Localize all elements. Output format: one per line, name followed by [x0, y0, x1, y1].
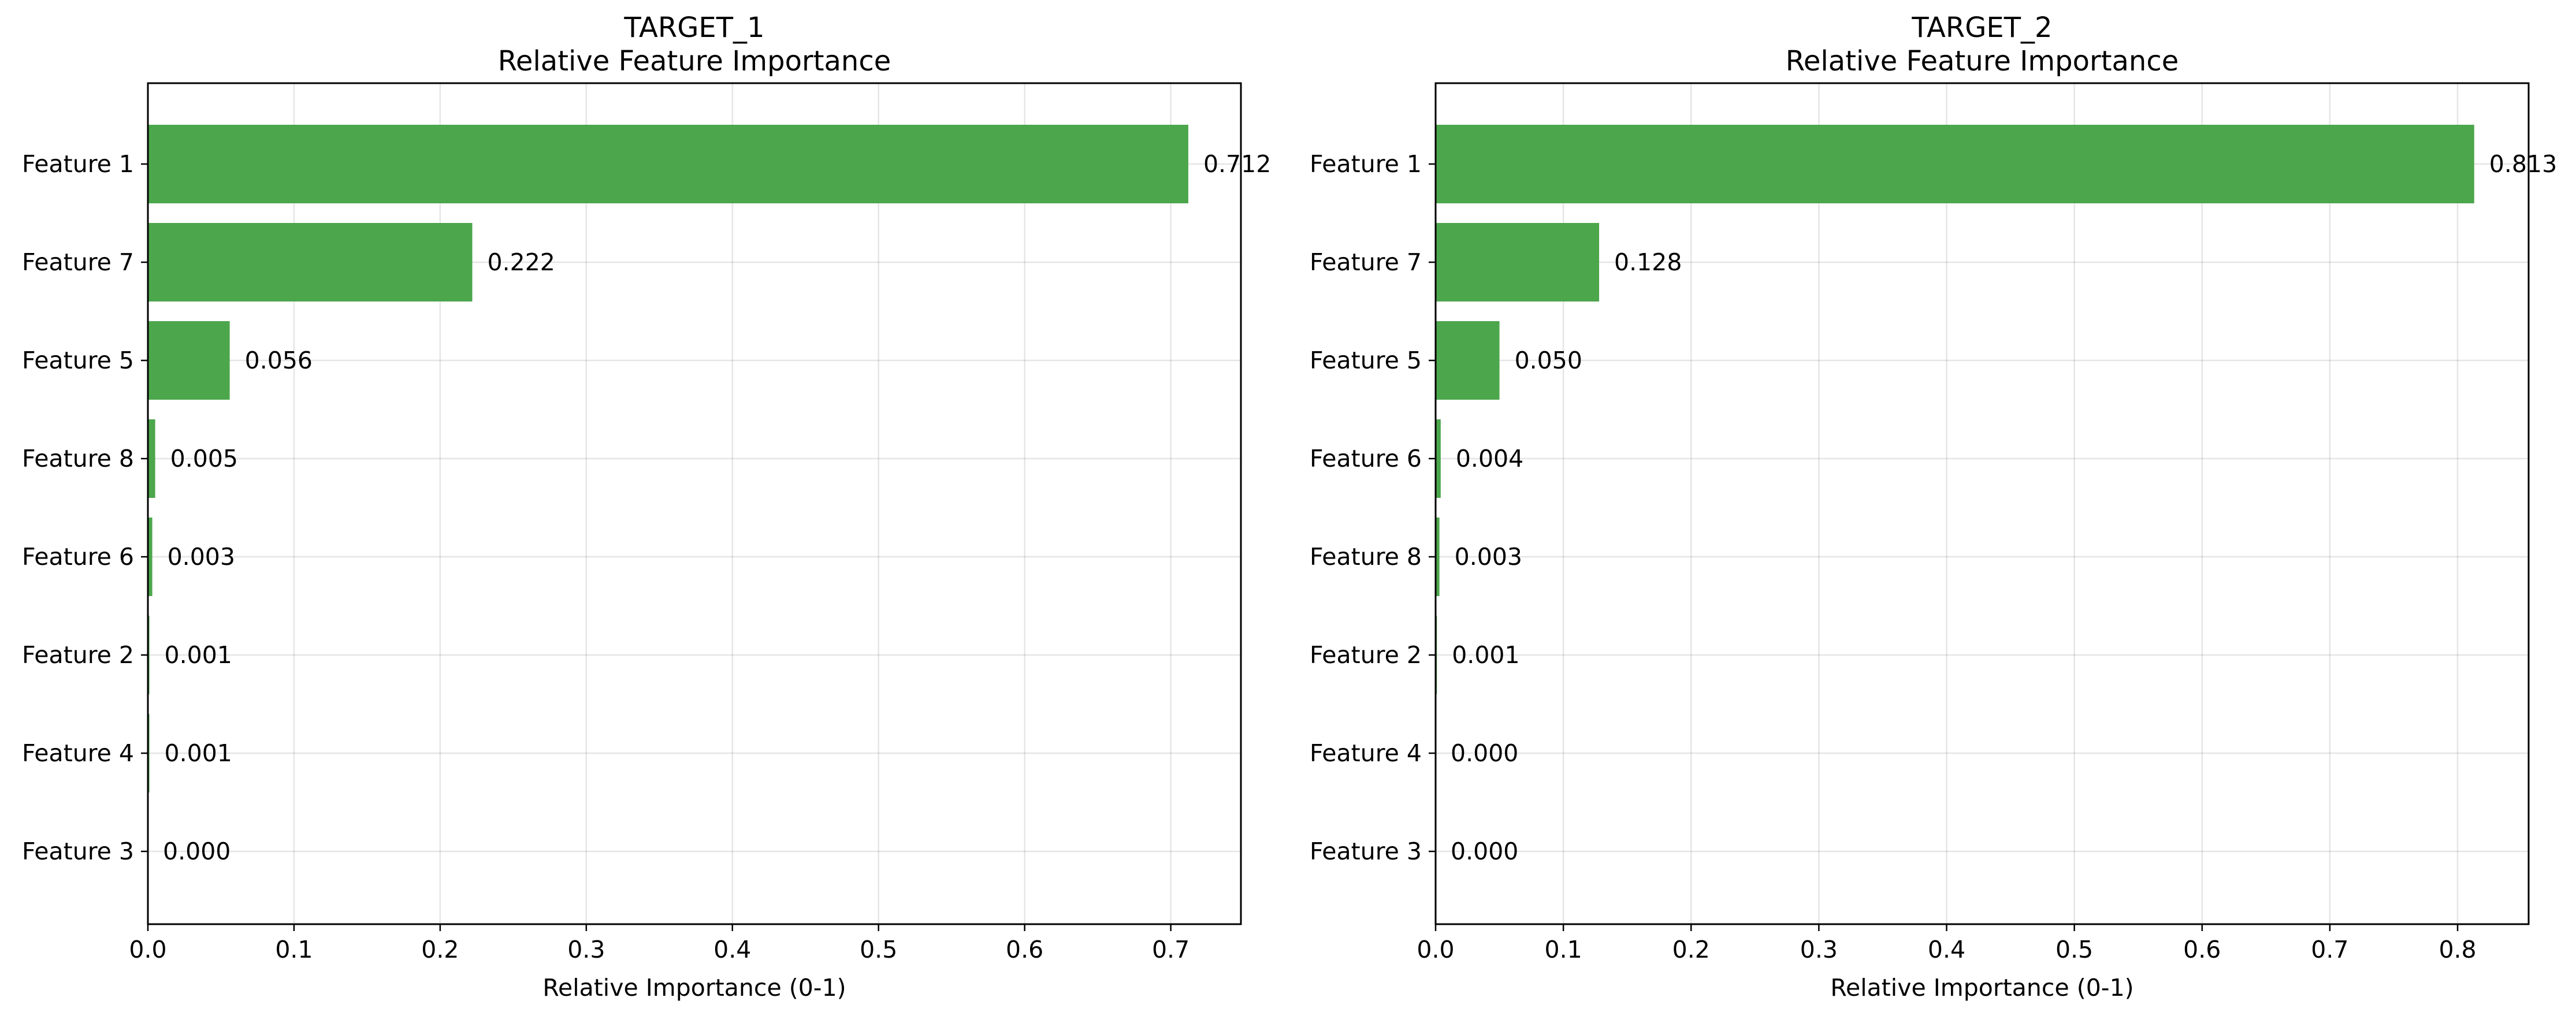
chart-subtitle: Relative Feature Importance [1786, 45, 2179, 77]
y-tick-label: Feature 3 [1310, 838, 1422, 865]
x-tick-label: 0.4 [713, 936, 751, 963]
y-axis: Feature 1 Feature 7 Feature 5 Feature 8 Feat… [22, 150, 148, 865]
value-label: 0.000 [1451, 838, 1518, 865]
x-tick-label: 0.6 [1006, 936, 1043, 963]
value-label: 0.712 [1203, 150, 1271, 178]
y-tick-label: Feature 8 [22, 445, 134, 472]
value-label: 0.128 [1614, 248, 1682, 276]
x-tick-label: 0.2 [1672, 936, 1710, 963]
x-tick-label: 0.3 [1800, 936, 1838, 963]
value-label: 0.222 [488, 248, 555, 276]
x-tick-label: 0.5 [2055, 936, 2093, 963]
value-label: 0.003 [1455, 543, 1522, 571]
bar-layer [148, 125, 1188, 792]
y-tick-label: Feature 3 [22, 838, 134, 865]
bar [1436, 125, 2474, 203]
grid-layer [1434, 83, 2529, 924]
x-axis-label: Relative Importance (0-1) [1830, 974, 2133, 1002]
bar [148, 321, 230, 400]
bar-layer [1436, 125, 2474, 694]
bar [148, 125, 1188, 203]
value-label: 0.050 [1515, 347, 1582, 374]
x-axis-label: Relative Importance (0-1) [542, 974, 846, 1002]
bar [1436, 223, 1600, 302]
y-tick-label: Feature 6 [1310, 445, 1422, 472]
value-label: 0.004 [1456, 445, 1523, 472]
y-tick-label: Feature 4 [22, 739, 134, 767]
chart-target-2: TARGET_2 Relative Feature Importance 0.8… [1310, 12, 2557, 1002]
chart-target-1: TARGET_1 Relative Feature Importance 0.7… [22, 12, 1271, 1002]
x-tick-label: 0.5 [860, 936, 897, 963]
y-tick-label: Feature 6 [22, 543, 134, 571]
x-tick-label: 0.7 [2311, 936, 2348, 963]
x-tick-label: 0.1 [275, 936, 313, 963]
y-tick-label: Feature 5 [22, 347, 134, 374]
value-label: 0.000 [1451, 739, 1518, 767]
y-tick-label: Feature 2 [22, 641, 134, 669]
x-tick-label: 0.6 [2183, 936, 2221, 963]
value-label: 0.001 [1452, 641, 1519, 669]
y-tick-label: Feature 5 [1310, 347, 1422, 374]
bar [1436, 518, 1440, 596]
bar [148, 518, 153, 596]
y-tick-label: Feature 1 [1310, 150, 1422, 178]
value-label: 0.003 [168, 543, 235, 571]
value-label: 0.056 [245, 347, 313, 374]
x-tick-label: 0.8 [2439, 936, 2476, 963]
x-tick-label: 0.1 [1545, 936, 1582, 963]
chart-title: TARGET_1 [623, 12, 764, 44]
plot-frame [147, 82, 1242, 925]
y-tick-label: Feature 2 [1310, 641, 1422, 669]
value-label-layer: 0.813 0.128 0.050 0.004 0.003 0.001 0.000 0.000 [1451, 150, 2557, 865]
bar [1436, 321, 1500, 400]
value-label: 0.005 [170, 445, 238, 472]
y-tick-label: Feature 4 [1310, 739, 1422, 767]
x-tick-label: 0.2 [421, 936, 459, 963]
y-axis: Feature 1 Feature 7 Feature 5 Feature 6 Feat… [1310, 150, 1436, 865]
y-tick-label: Feature 7 [1310, 248, 1422, 276]
value-label: 0.813 [2489, 150, 2557, 178]
chart-subtitle: Relative Feature Importance [498, 45, 891, 77]
x-tick-label: 0.0 [1417, 936, 1454, 963]
chart-title: TARGET_2 [1911, 12, 2052, 44]
x-tick-label: 0.3 [567, 936, 605, 963]
x-axis: 0.0 0.1 0.2 0.3 0.4 0.5 0.6 0.7 0.8 [1417, 924, 2477, 963]
x-tick-label: 0.7 [1152, 936, 1190, 963]
y-tick-label: Feature 8 [1310, 543, 1422, 571]
value-label: 0.001 [165, 641, 232, 669]
y-tick-label: Feature 1 [22, 150, 134, 178]
x-axis: 0.0 0.1 0.2 0.3 0.4 0.5 0.6 0.7 [129, 924, 1190, 963]
x-tick-label: 0.4 [1928, 936, 1965, 963]
bar [148, 223, 473, 302]
value-label: 0.000 [163, 838, 231, 865]
plot-frame [1434, 82, 2530, 925]
x-tick-label: 0.0 [129, 936, 166, 963]
bar [1436, 419, 1441, 498]
value-label: 0.001 [165, 739, 232, 767]
y-tick-label: Feature 7 [22, 248, 134, 276]
value-label-layer: 0.712 0.222 0.056 0.005 0.003 0.001 0.001 0.000 [163, 150, 1271, 865]
bar [148, 419, 155, 498]
